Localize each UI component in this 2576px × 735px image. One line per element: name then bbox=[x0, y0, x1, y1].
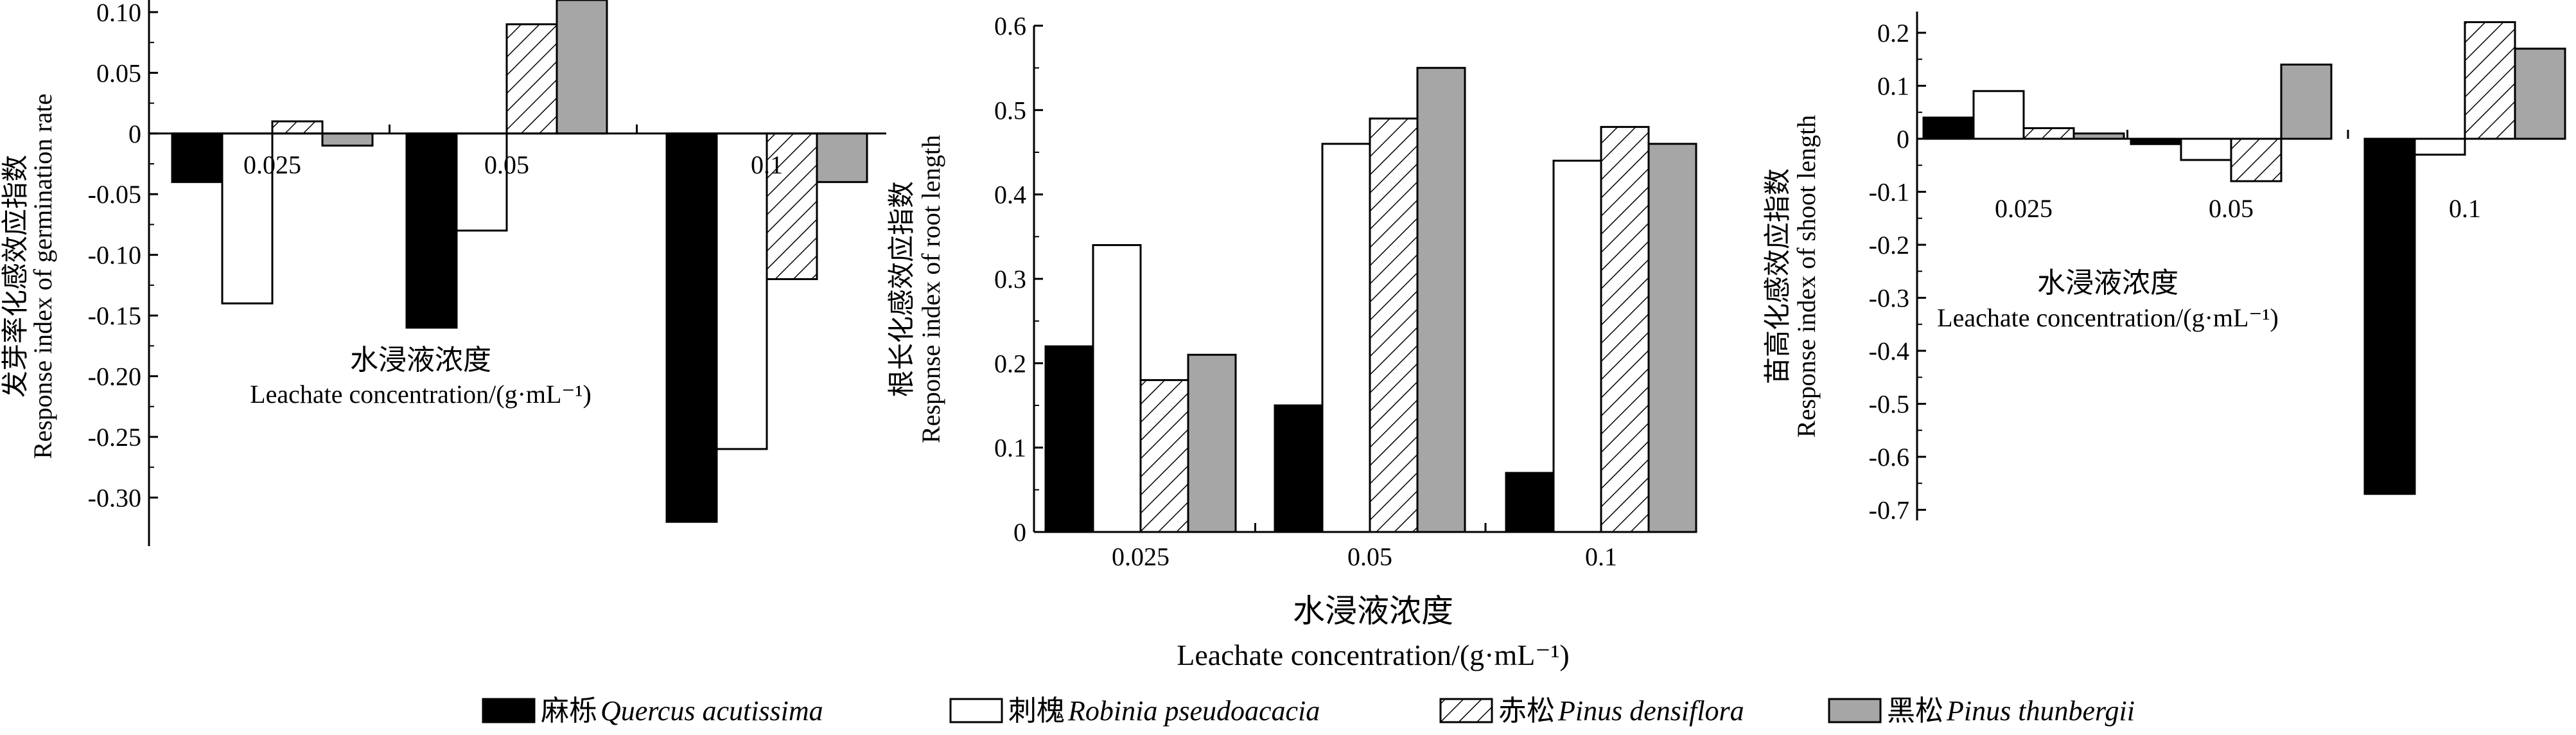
chart2-y-tick-label: -0.2 bbox=[1869, 231, 1909, 260]
legend: 麻栎 Quercus acutissima 刺槐 Robinia pseudoa… bbox=[482, 695, 2135, 727]
chart2-y-tick-label: 0 bbox=[1897, 125, 1909, 154]
chart1-y-tick-label: 0.6 bbox=[994, 12, 1026, 40]
chart0-ylabel-en: Response index of germination rate bbox=[28, 94, 57, 459]
legend-label-en-pinus-densiflora: Pinus densiflora bbox=[1557, 695, 1744, 727]
legend-label-en-pinus-thunbergii: Pinus thunbergii bbox=[1946, 695, 2135, 727]
legend-swatch-pinus-densiflora bbox=[1439, 698, 1493, 723]
chart1-y-tick-label: 0.5 bbox=[994, 96, 1026, 125]
chart1-bar-pinus-densiflora bbox=[1600, 126, 1650, 533]
chart2-y-tick-label: 0.1 bbox=[1877, 72, 1909, 101]
chart2-y-tick-label: 0.2 bbox=[1877, 19, 1909, 48]
chart1-bar-pinus-thunbergii bbox=[1647, 143, 1697, 533]
chart0-y-tick-label: -0.25 bbox=[88, 423, 141, 452]
chart1-bar-quercus bbox=[1044, 345, 1094, 533]
chart0-y-tick-label: 0.10 bbox=[96, 0, 141, 27]
chart2-category-label: 0.1 bbox=[2449, 194, 2481, 223]
chart2-bar-quercus bbox=[1922, 116, 1975, 140]
chart0-bar-robinia bbox=[455, 132, 508, 232]
chart1-bar-robinia bbox=[1552, 159, 1602, 533]
chart0-bar-pinus-densiflora bbox=[505, 23, 558, 135]
chart1-bar-robinia bbox=[1092, 244, 1142, 533]
chart2-bar-quercus bbox=[2363, 137, 2416, 495]
chart2-xlabel-cn: 水浸液浓度 bbox=[2037, 267, 2178, 299]
chart1-ylabel-cn: 根长化感效应指数 bbox=[887, 181, 917, 397]
chart1-bar-quercus bbox=[1505, 472, 1555, 533]
chart2-bar-robinia bbox=[2180, 137, 2232, 161]
chart2-bar-pinus-thunbergii bbox=[2280, 64, 2333, 140]
chart2-y-tick-label: -0.5 bbox=[1869, 390, 1909, 419]
chart0-y-tick-label: -0.05 bbox=[88, 180, 141, 209]
chart0-category-label: 0.025 bbox=[243, 150, 301, 179]
chart1-xlabel-en: Leachate concentration/(g·mL⁻¹) bbox=[1177, 639, 1569, 671]
chart2-bar-pinus-densiflora bbox=[2022, 127, 2075, 140]
chart2-category-label: 0.025 bbox=[1995, 194, 2053, 223]
chart1-bar-pinus-thunbergii bbox=[1416, 67, 1466, 533]
chart0-bar-pinus-thunbergii bbox=[556, 0, 608, 135]
chart0-bar-robinia bbox=[715, 132, 768, 450]
chart2-y-tick-label: -0.7 bbox=[1869, 496, 1909, 525]
chart1-xlabel-cn: 水浸液浓度 bbox=[1293, 593, 1453, 629]
chart0-y-tick-label: 0 bbox=[128, 120, 141, 148]
chart1-y-tick-label: 0.1 bbox=[994, 434, 1026, 463]
chart0-y-tick-label: -0.20 bbox=[88, 362, 141, 391]
chart0-category-label: 0.05 bbox=[484, 150, 529, 179]
chart1-bar-pinus-densiflora bbox=[1369, 117, 1419, 533]
chart1-y-tick-label: 0.3 bbox=[994, 265, 1026, 294]
chart2-y-tick-label: -0.1 bbox=[1869, 178, 1909, 207]
germination-chart: 0.10 0.05 0 -0.05 -0.10 -0.15 -0.20 -0.25 -0.30 0… bbox=[88, 0, 886, 546]
chart2-bar-pinus-densiflora bbox=[2464, 21, 2516, 140]
legend-swatch-pinus-thunbergii bbox=[1828, 698, 1882, 723]
chart2-bar-robinia bbox=[1972, 90, 2025, 140]
chart1-bar-pinus-densiflora bbox=[1139, 379, 1189, 533]
legend-label-cn-pinus-thunbergii: 黑松 bbox=[1887, 695, 1943, 727]
chart0-ylabel-cn: 发芽率化感效应指数 bbox=[1, 155, 31, 398]
chart2-ylabel-en: Response index of shoot length bbox=[1792, 115, 1821, 438]
legend-label-cn-robinia: 刺槐 bbox=[1008, 695, 1065, 727]
chart2-bar-robinia bbox=[2414, 137, 2466, 156]
legend-label-cn-quercus: 麻栎 bbox=[541, 695, 597, 727]
chart1-y-tick-label: 0.2 bbox=[994, 349, 1026, 378]
chart2-bar-pinus-densiflora bbox=[2230, 137, 2282, 182]
chart0-bar-pinus-thunbergii bbox=[816, 132, 868, 183]
legend-label-cn-pinus-densiflora: 赤松 bbox=[1498, 695, 1555, 727]
root-length-chart: 0.6 0.5 0.4 0.3 0.2 0.1 0 0.025 0.05 0.1 bbox=[994, 12, 1697, 571]
chart1-bar-pinus-thunbergii bbox=[1187, 353, 1237, 533]
chart0-bar-pinus-thunbergii bbox=[321, 132, 374, 147]
chart0-xlabel-en: Leachate concentration/(g·mL⁻¹) bbox=[250, 380, 591, 409]
chart0-y-tick-label: 0.05 bbox=[96, 58, 141, 87]
chart0-y-tick-label: -0.30 bbox=[88, 483, 141, 512]
legend-swatch-robinia bbox=[949, 698, 1003, 723]
chart0-y-tick-label: -0.10 bbox=[88, 241, 141, 270]
chart1-y-tick-label: 0.4 bbox=[994, 181, 1026, 209]
legend-swatch-quercus bbox=[482, 698, 536, 723]
chart0-category-label: 0.1 bbox=[751, 150, 783, 179]
chart0-bar-pinus-densiflora bbox=[271, 120, 324, 135]
chart0-bar-quercus bbox=[665, 132, 718, 523]
legend-label-en-quercus: Quercus acutissima bbox=[600, 695, 823, 727]
chart2-category-label: 0.05 bbox=[2209, 194, 2254, 223]
legend-label-en-robinia: Robinia pseudoacacia bbox=[1067, 695, 1320, 727]
chart1-bar-robinia bbox=[1321, 143, 1371, 533]
chart1-ylabel-en: Response index of root length bbox=[916, 135, 945, 443]
chart0-bar-quercus bbox=[171, 132, 223, 183]
chart2-bar-pinus-thunbergii bbox=[2514, 48, 2566, 140]
chart2-y-tick-label: -0.4 bbox=[1869, 337, 1909, 366]
chart1-category-label: 0.05 bbox=[1347, 542, 1392, 571]
chart0-y-tick-label: -0.15 bbox=[88, 301, 141, 330]
chart1-bar-quercus bbox=[1274, 404, 1324, 533]
chart1-y-tick-label: 0 bbox=[1013, 518, 1026, 547]
chart0-xlabel-cn: 水浸液浓度 bbox=[350, 344, 491, 376]
chart1-category-label: 0.1 bbox=[1585, 542, 1617, 571]
chart2-y-tick-label: -0.3 bbox=[1869, 284, 1909, 313]
chart2-y-tick-label: -0.6 bbox=[1869, 443, 1909, 472]
chart0-bar-quercus bbox=[405, 132, 458, 329]
shoot-length-chart: 0.2 0.1 0 -0.1 -0.2 -0.3 -0.4 -0.5 -0.6 -0.7 0.025… bbox=[1869, 12, 2566, 525]
chart2-xlabel-en: Leachate concentration/(g·mL⁻¹) bbox=[1937, 303, 2279, 332]
chart2-ylabel-cn: 苗高化感效应指数 bbox=[1763, 168, 1793, 384]
chart1-category-label: 0.025 bbox=[1112, 542, 1170, 571]
